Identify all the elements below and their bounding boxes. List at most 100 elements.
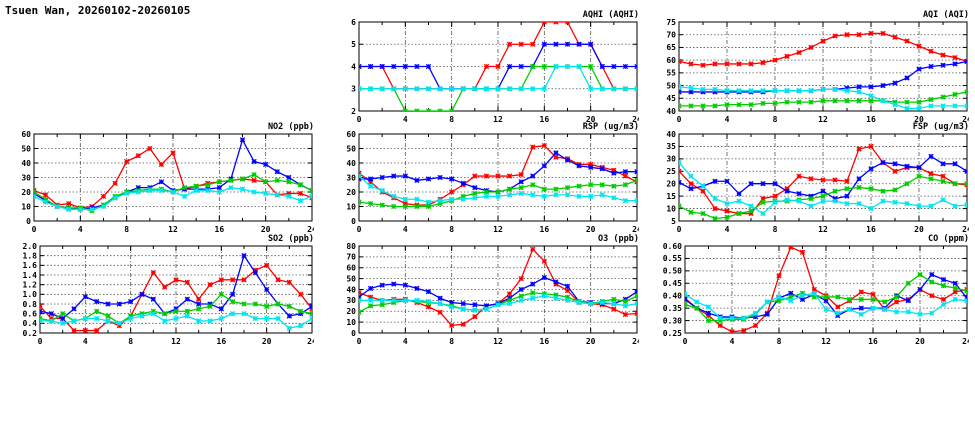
svg-text:24: 24 xyxy=(632,225,639,234)
svg-text:70: 70 xyxy=(346,253,356,262)
chart-panel-aqi: 40 45 50 55 60 65 70 75 0 4 8 12 16 20 24 AQI (AQI) xyxy=(659,10,969,125)
svg-text:0.55: 0.55 xyxy=(663,254,682,263)
svg-text:50: 50 xyxy=(346,144,356,153)
svg-text:25: 25 xyxy=(666,167,676,176)
svg-text:4: 4 xyxy=(83,337,88,346)
svg-text:1.6: 1.6 xyxy=(23,261,38,270)
svg-text:20: 20 xyxy=(915,337,925,346)
svg-text:8: 8 xyxy=(777,337,782,346)
svg-text:0: 0 xyxy=(32,225,37,234)
svg-text:10: 10 xyxy=(21,202,31,211)
svg-text:50: 50 xyxy=(21,144,31,153)
svg-text:0: 0 xyxy=(38,337,43,346)
svg-text:20: 20 xyxy=(262,337,272,346)
chart-panel-co: 0.25 0.30 0.35 0.40 0.45 0.50 0.55 0.60 0 4 8 12 16 2… xyxy=(659,234,969,347)
svg-text:0: 0 xyxy=(26,217,31,226)
svg-text:4: 4 xyxy=(78,225,83,234)
svg-text:1.8: 1.8 xyxy=(23,251,38,260)
svg-text:0: 0 xyxy=(351,329,356,338)
svg-text:5: 5 xyxy=(351,40,356,49)
svg-text:1.2: 1.2 xyxy=(23,280,38,289)
chart-panel-fsp: 5 10 15 20 25 30 35 40 0 4 8 12 16 20 24 FSP (ug/m3) xyxy=(659,122,969,235)
svg-text:30: 30 xyxy=(346,296,356,305)
svg-text:16: 16 xyxy=(215,225,225,234)
svg-text:60: 60 xyxy=(666,56,676,65)
svg-text:6: 6 xyxy=(351,18,356,27)
svg-text:8: 8 xyxy=(128,337,133,346)
svg-text:0.6: 0.6 xyxy=(23,309,38,318)
svg-text:12: 12 xyxy=(493,115,503,124)
svg-text:40: 40 xyxy=(666,130,676,139)
svg-text:4: 4 xyxy=(725,115,730,124)
svg-text:0: 0 xyxy=(677,115,682,124)
chart-title-no2: NO2 (ppb) xyxy=(267,122,314,132)
chart-panel-no2: 0 10 20 30 40 50 60 0 4 8 12 16 20 24 NO2 (ppb) xyxy=(14,122,314,235)
svg-text:30: 30 xyxy=(346,173,356,182)
svg-text:20: 20 xyxy=(21,188,31,197)
svg-text:12: 12 xyxy=(493,225,503,234)
svg-text:60: 60 xyxy=(21,130,31,139)
svg-text:0: 0 xyxy=(357,337,362,346)
svg-text:16: 16 xyxy=(540,337,550,346)
svg-text:2: 2 xyxy=(351,107,356,116)
svg-text:30: 30 xyxy=(666,155,676,164)
svg-text:0.45: 0.45 xyxy=(663,279,682,288)
svg-text:20: 20 xyxy=(666,180,676,189)
svg-text:24: 24 xyxy=(962,225,969,234)
svg-text:0.35: 0.35 xyxy=(663,304,682,313)
svg-text:80: 80 xyxy=(346,242,356,251)
svg-text:0.25: 0.25 xyxy=(663,329,682,338)
svg-text:20: 20 xyxy=(261,225,271,234)
svg-text:10: 10 xyxy=(666,204,676,213)
svg-text:60: 60 xyxy=(346,130,356,139)
chart-panel-aqhi: 2 3 4 5 6 0 4 8 12 16 20 24 AQHI (AQHI) xyxy=(339,10,639,125)
svg-text:20: 20 xyxy=(586,225,596,234)
svg-text:8: 8 xyxy=(449,115,454,124)
chart-title-fsp: FSP (ug/m3) xyxy=(912,122,969,132)
svg-text:60: 60 xyxy=(346,264,356,273)
svg-text:8: 8 xyxy=(449,225,454,234)
svg-text:16: 16 xyxy=(540,115,550,124)
svg-text:8: 8 xyxy=(449,337,454,346)
svg-text:40: 40 xyxy=(21,159,31,168)
svg-text:4: 4 xyxy=(403,337,408,346)
svg-text:0.50: 0.50 xyxy=(663,267,682,276)
svg-text:20: 20 xyxy=(914,225,924,234)
svg-text:2.0: 2.0 xyxy=(23,242,38,251)
svg-text:24: 24 xyxy=(962,115,969,124)
svg-text:24: 24 xyxy=(632,115,639,124)
svg-text:24: 24 xyxy=(307,337,314,346)
svg-text:10: 10 xyxy=(346,318,356,327)
svg-text:40: 40 xyxy=(346,285,356,294)
chart-title-so2: SO2 (ppb) xyxy=(267,234,314,244)
svg-text:20: 20 xyxy=(586,337,596,346)
svg-text:16: 16 xyxy=(540,225,550,234)
svg-text:0.4: 0.4 xyxy=(23,319,38,328)
svg-text:8: 8 xyxy=(124,225,129,234)
svg-text:40: 40 xyxy=(666,107,676,116)
svg-text:20: 20 xyxy=(346,188,356,197)
svg-text:12: 12 xyxy=(168,225,178,234)
svg-text:24: 24 xyxy=(307,225,314,234)
svg-text:8: 8 xyxy=(773,115,778,124)
svg-text:65: 65 xyxy=(666,43,676,52)
chart-title-rsp: RSP (ug/m3) xyxy=(582,122,639,132)
svg-text:4: 4 xyxy=(403,225,408,234)
svg-text:20: 20 xyxy=(346,307,356,316)
chart-title-o3: O3 (ppb) xyxy=(598,234,639,244)
svg-text:12: 12 xyxy=(493,337,503,346)
chart-title-aqhi: AQHI (AQHI) xyxy=(582,10,639,20)
svg-text:0.40: 0.40 xyxy=(663,292,682,301)
svg-text:1.4: 1.4 xyxy=(23,271,38,280)
svg-text:24: 24 xyxy=(962,337,969,346)
svg-text:20: 20 xyxy=(914,115,924,124)
svg-text:40: 40 xyxy=(346,159,356,168)
svg-text:8: 8 xyxy=(773,225,778,234)
svg-text:24: 24 xyxy=(632,337,639,346)
svg-text:45: 45 xyxy=(666,94,676,103)
svg-text:16: 16 xyxy=(866,115,876,124)
svg-text:5: 5 xyxy=(671,217,676,226)
svg-text:12: 12 xyxy=(171,337,181,346)
chart-panel-so2: 0.2 0.4 0.6 0.8 1.0 1.2 1.4 1.6 1.8 2.0 0 4 8 12 16 20 2… xyxy=(14,234,314,347)
